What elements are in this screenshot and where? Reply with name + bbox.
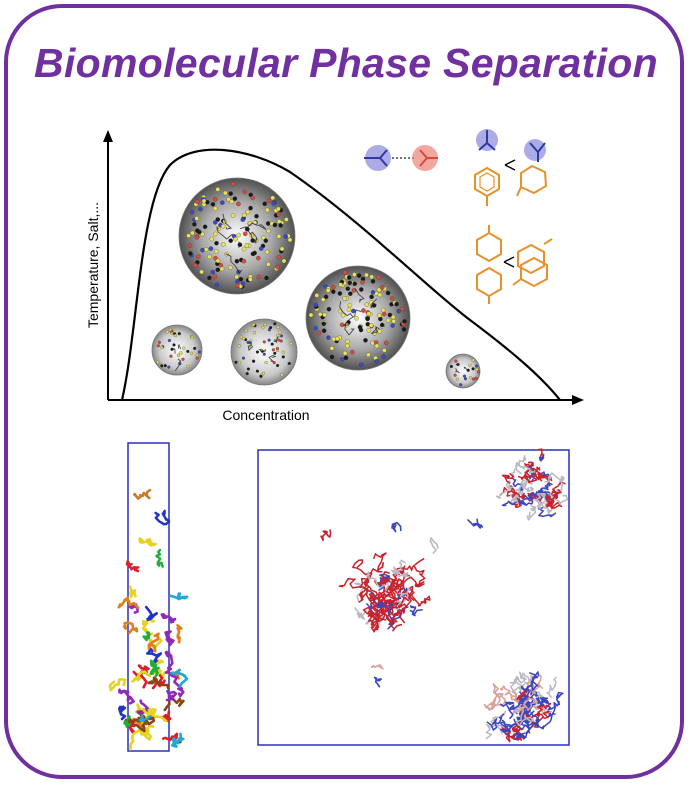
droplet-medium	[230, 318, 298, 386]
square-simulation-box	[257, 449, 570, 746]
binodal-curve	[120, 148, 561, 401]
blue-red-interaction-icon	[364, 145, 438, 171]
pi-pi-stacking-icon	[476, 225, 553, 304]
droplet-tiny	[445, 353, 481, 389]
interaction-icons	[364, 129, 553, 304]
x-axis-label: Concentration	[222, 407, 309, 423]
droplets-group	[151, 177, 481, 389]
poster-frame	[4, 4, 684, 779]
poster-title: Biomolecular Phase Separation	[34, 40, 658, 86]
box-protein-chains	[320, 448, 569, 743]
droplet-large-right	[305, 265, 411, 371]
slab-simulation-box	[127, 442, 170, 752]
y-axis-label: Temperature, Salt,...	[85, 202, 101, 328]
x-axis-arrow-icon	[572, 395, 584, 405]
cation-pi-interaction-icon	[474, 129, 548, 206]
droplet-small-left	[151, 324, 203, 376]
phase-diagram-axes	[103, 130, 584, 405]
y-axis-arrow-icon	[103, 130, 113, 142]
droplet-large-top	[178, 177, 296, 295]
slab-protein-chains	[108, 488, 189, 751]
